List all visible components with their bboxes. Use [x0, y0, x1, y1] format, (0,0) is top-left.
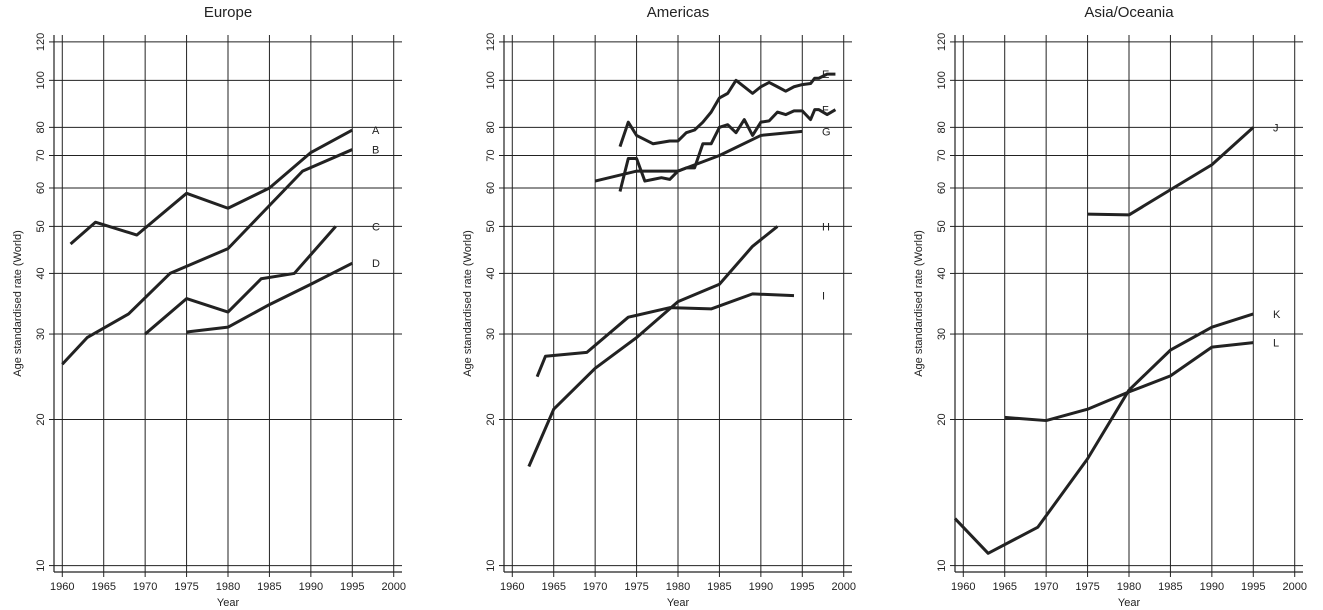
y-tick-label: 20 — [936, 413, 948, 425]
y-tick-label: 10 — [485, 559, 497, 571]
x-tick-label: 2000 — [1282, 581, 1306, 593]
line-series — [61, 148, 353, 366]
chart-title: Americas — [647, 4, 710, 21]
x-tick-label: 1965 — [992, 581, 1016, 593]
x-tick-label: 1990 — [1200, 581, 1224, 593]
y-tick-label: 60 — [936, 182, 948, 194]
x-axis-label: Year — [1118, 597, 1141, 609]
x-tick-label: 2000 — [831, 581, 855, 593]
y-tick-label: 20 — [35, 413, 47, 425]
x-tick-label: 1990 — [299, 581, 323, 593]
line-series — [618, 108, 837, 192]
line-series — [594, 129, 803, 183]
line-series — [527, 225, 779, 468]
y-tick-label: 120 — [936, 33, 948, 51]
x-tick-label: 1960 — [50, 581, 74, 593]
y-tick-label: 40 — [35, 267, 47, 279]
y-tick-label: 70 — [936, 149, 948, 161]
y-tick-label: 120 — [35, 33, 47, 51]
line-series — [953, 312, 1254, 555]
y-tick-label: 100 — [936, 71, 948, 89]
y-tick-label: 70 — [485, 149, 497, 161]
x-tick-label: 1960 — [500, 581, 524, 593]
x-tick-label: 1985 — [257, 581, 281, 593]
y-tick-label: 80 — [936, 121, 948, 133]
series-label: C — [372, 221, 380, 233]
line-series — [535, 292, 795, 378]
series-label: F — [822, 105, 829, 117]
y-tick-label: 50 — [35, 220, 47, 232]
x-tick-label: 1980 — [666, 581, 690, 593]
x-tick-label: 1990 — [749, 581, 773, 593]
line-series — [618, 72, 836, 148]
line-series — [1087, 126, 1255, 217]
y-tick-label: 50 — [936, 220, 948, 232]
line-series — [186, 261, 353, 334]
line-series — [69, 128, 354, 246]
x-tick-label: 1995 — [340, 581, 364, 593]
y-tick-label: 80 — [485, 121, 497, 133]
x-tick-label: 1970 — [1034, 581, 1058, 593]
y-tick-label: 50 — [485, 220, 497, 232]
y-tick-label: 120 — [485, 33, 497, 51]
y-tick-label: 80 — [35, 121, 47, 133]
y-tick-label: 100 — [35, 71, 47, 89]
x-tick-label: 1975 — [174, 581, 198, 593]
x-tick-label: 1970 — [583, 581, 607, 593]
x-tick-label: 1985 — [1158, 581, 1182, 593]
chart-title: Europe — [204, 4, 252, 21]
x-tick-label: 1995 — [790, 581, 814, 593]
x-tick-label: 2000 — [381, 581, 405, 593]
y-axis-label: Age standardised rate (World) — [913, 230, 925, 377]
y-tick-label: 60 — [485, 182, 497, 194]
x-tick-label: 1975 — [1075, 581, 1099, 593]
line-series — [1004, 341, 1254, 423]
series-label: H — [822, 221, 830, 233]
y-axis-label: Age standardised rate (World) — [12, 230, 24, 377]
y-tick-label: 20 — [485, 413, 497, 425]
y-axis-label: Age standardised rate (World) — [462, 230, 474, 377]
x-tick-label: 1995 — [1241, 581, 1265, 593]
y-tick-label: 100 — [485, 71, 497, 89]
series-label: E — [822, 69, 829, 81]
series-label: L — [1273, 338, 1279, 350]
series-label: G — [822, 126, 831, 138]
series-label: D — [372, 258, 380, 270]
x-tick-label: 1970 — [133, 581, 157, 593]
x-tick-label: 1965 — [91, 581, 115, 593]
x-tick-label: 1985 — [707, 581, 731, 593]
y-tick-label: 40 — [485, 267, 497, 279]
y-tick-label: 60 — [35, 182, 47, 194]
chart-title: Asia/Oceania — [1084, 4, 1174, 21]
x-axis-label: Year — [667, 597, 690, 609]
y-tick-label: 10 — [35, 559, 47, 571]
y-tick-label: 30 — [485, 328, 497, 340]
y-tick-label: 40 — [936, 267, 948, 279]
x-tick-label: 1980 — [1117, 581, 1141, 593]
x-tick-label: 1975 — [624, 581, 648, 593]
y-tick-label: 30 — [35, 328, 47, 340]
line-series — [144, 225, 337, 336]
series-label: A — [372, 125, 380, 137]
x-tick-label: 1960 — [951, 581, 975, 593]
series-label: I — [822, 291, 825, 303]
series-label: K — [1273, 309, 1281, 321]
x-tick-label: 1965 — [541, 581, 565, 593]
y-tick-label: 10 — [936, 559, 948, 571]
y-tick-label: 70 — [35, 149, 47, 161]
x-tick-label: 1980 — [216, 581, 240, 593]
x-axis-label: Year — [217, 597, 240, 609]
y-tick-label: 30 — [936, 328, 948, 340]
series-label: J — [1273, 122, 1279, 134]
series-label: B — [372, 145, 379, 157]
